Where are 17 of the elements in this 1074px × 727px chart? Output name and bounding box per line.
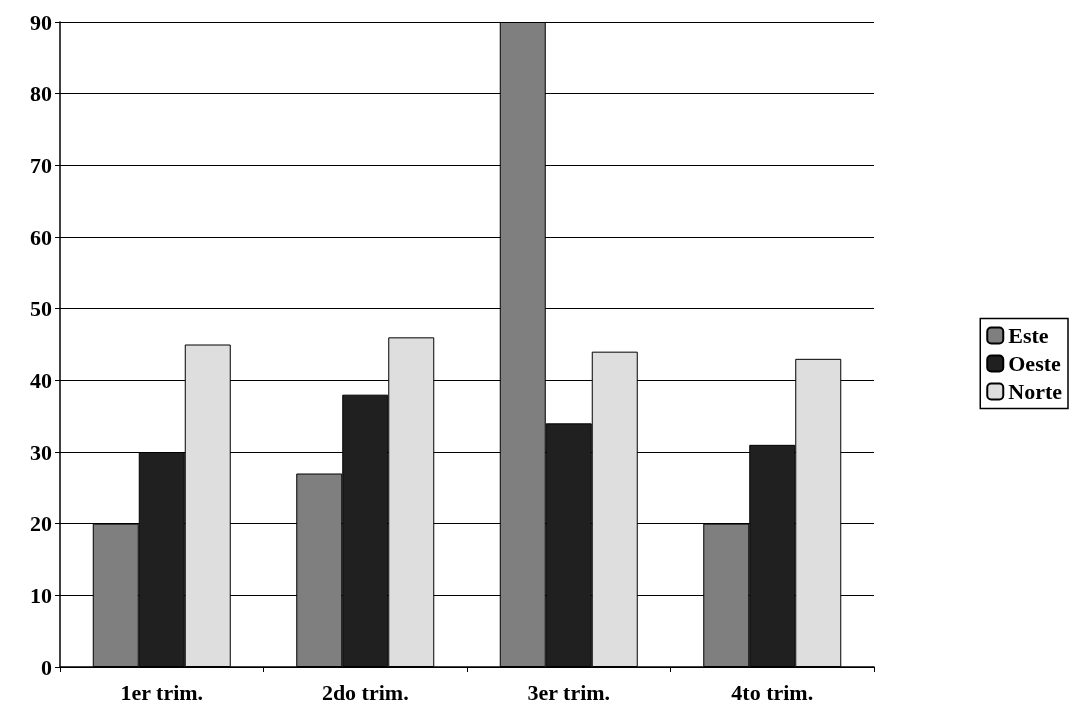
x-tick-label: 4to trim. xyxy=(731,679,814,705)
legend-label: Este xyxy=(1008,323,1049,348)
y-tick-label: 60 xyxy=(30,224,52,250)
y-tick-label: 20 xyxy=(30,511,52,537)
y-tick-label: 70 xyxy=(30,152,52,178)
y-tick-label: 50 xyxy=(30,296,52,322)
x-tick-label: 1er trim. xyxy=(120,679,204,705)
x-tick-label: 2do trim. xyxy=(321,679,409,705)
y-tick-label: 0 xyxy=(41,654,52,680)
y-tick-label: 80 xyxy=(30,81,52,107)
y-tick-label: 40 xyxy=(30,367,52,393)
x-tick-label: 3er trim. xyxy=(527,679,611,705)
y-tick-label: 90 xyxy=(30,9,52,35)
legend-label: Norte xyxy=(1008,379,1063,404)
legend-label: Oeste xyxy=(1008,351,1062,376)
y-tick-label: 30 xyxy=(30,439,52,465)
y-tick-label: 10 xyxy=(30,582,52,608)
